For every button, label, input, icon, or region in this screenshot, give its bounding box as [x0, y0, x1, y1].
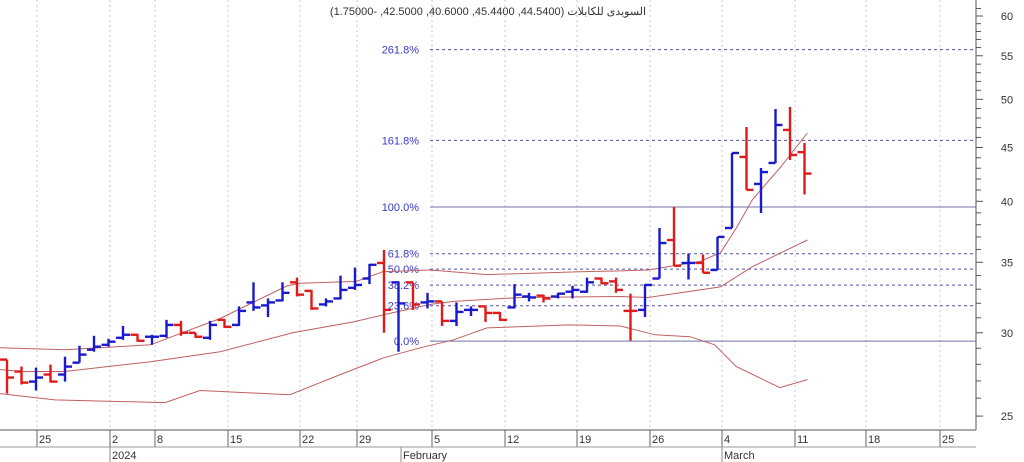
ohlc-bar	[217, 318, 232, 329]
y-tick-label: 25	[1001, 411, 1013, 423]
band-lower	[0, 324, 808, 404]
ohlc-bar	[435, 300, 449, 326]
ohlc-bar	[522, 292, 536, 302]
ohlc-bar	[348, 267, 362, 290]
x-tick-label: 8	[157, 434, 163, 446]
ohlc-bar	[72, 345, 87, 364]
x-tick-label: 12	[507, 434, 519, 446]
ohlc-bar	[464, 306, 478, 317]
y-tick-label: 50	[1001, 94, 1013, 106]
band-upper	[0, 132, 808, 351]
ohlc-bar	[565, 285, 580, 299]
ohlc-bar	[681, 253, 696, 280]
fib-label: 23.6%	[388, 301, 419, 313]
ohlc-bar	[797, 143, 812, 195]
y-tick-label: 55	[1001, 51, 1013, 63]
ohlc-bar	[551, 292, 565, 299]
bollinger-bands	[0, 132, 808, 404]
ohlc-bar	[145, 334, 159, 345]
x-tick-label: 18	[868, 434, 880, 446]
ohlc-bar	[536, 294, 551, 303]
ohlc-bar	[696, 254, 710, 274]
ohlc-bar	[232, 306, 246, 327]
fib-label: 50.0%	[388, 264, 419, 276]
ohlc-bar	[739, 127, 754, 192]
x-tick-label: 25	[942, 434, 954, 446]
x-tick-label: 22	[302, 434, 314, 446]
ohlc-bar	[275, 282, 290, 302]
ohlc-bar	[246, 282, 261, 311]
ohlc-bar	[159, 319, 174, 338]
ohlc-bar	[101, 338, 116, 347]
fib-label: 100.0%	[382, 202, 420, 214]
ohlc-bar	[493, 311, 507, 322]
y-tick-label: 35	[1001, 257, 1013, 269]
ohlc-bar	[304, 289, 319, 310]
ohlc-bar	[449, 302, 464, 326]
ohlc-bar	[130, 333, 145, 342]
x-tick-label: 11	[797, 434, 808, 446]
x-tick-label: 15	[230, 434, 242, 446]
ohlc-bar	[29, 367, 43, 391]
ohlc-bar	[623, 293, 638, 341]
month-label: 2024	[112, 450, 136, 462]
ohlc-bar	[319, 298, 333, 307]
ohlc-bar	[507, 284, 522, 309]
y-tick-label: 30	[1001, 328, 1013, 340]
band-middle	[0, 239, 808, 372]
ohlc-bar	[609, 277, 623, 293]
price-bars	[0, 106, 812, 394]
y-tick-label: 45	[1001, 142, 1013, 154]
ohlc-bar	[580, 277, 594, 293]
ohlc-bar	[174, 320, 188, 336]
ohlc-bar	[87, 335, 101, 352]
fibonacci-levels: 0.0%23.6%38.2%50.0%61.8%100.0%161.8%261.…	[382, 45, 976, 348]
ohlc-bar	[420, 292, 435, 309]
x-tick-label: 19	[579, 434, 591, 446]
ohlc-bar	[725, 151, 739, 230]
ohlc-bar	[116, 325, 130, 340]
ohlc-bar	[377, 249, 391, 333]
x-tick-label: 25	[39, 434, 51, 446]
month-label: March	[724, 450, 755, 462]
y-tick-label: 60	[1001, 11, 1013, 23]
ohlc-bar	[768, 109, 783, 165]
x-tick-label: 5	[434, 434, 440, 446]
fib-label: 261.8%	[382, 45, 420, 57]
ohlc-bar	[594, 277, 609, 285]
fib-label: 161.8%	[382, 135, 420, 147]
ohlc-bar	[362, 263, 377, 285]
vertical-gridlines	[36, 0, 941, 430]
x-tick-label: 2	[112, 434, 118, 446]
ohlc-bar	[667, 207, 681, 267]
ohlc-bar	[58, 356, 72, 382]
ohlc-bar	[391, 281, 406, 352]
x-tick-label: 26	[652, 434, 664, 446]
fib-label: 61.8%	[388, 249, 419, 261]
ohlc-bar	[710, 235, 725, 272]
ohlc-bar	[188, 331, 203, 338]
x-tick-label: 4	[724, 434, 730, 446]
chart-title: السويدى للكابلات (44.5400, 45.4400, 40.6…	[330, 6, 646, 18]
ohlc-bar	[406, 281, 420, 310]
fib-label: 0.0%	[394, 336, 419, 348]
ohlc-bar	[333, 275, 348, 300]
ohlc-bar	[43, 364, 58, 383]
ohlc-bar	[14, 366, 29, 385]
ohlc-bar	[261, 298, 275, 318]
ohlc-bar	[638, 283, 652, 318]
ohlc-bar	[783, 106, 797, 161]
ohlc-bar	[754, 168, 768, 213]
ohlc-bar	[478, 305, 493, 322]
ohlc-bar	[0, 358, 14, 394]
y-tick-label: 40	[1001, 196, 1013, 208]
month-label: February	[403, 450, 448, 462]
x-tick-label: 29	[359, 434, 371, 446]
ohlc-bar	[652, 227, 667, 280]
ohlc-bar	[203, 320, 217, 340]
ohlc-bar	[290, 277, 304, 297]
